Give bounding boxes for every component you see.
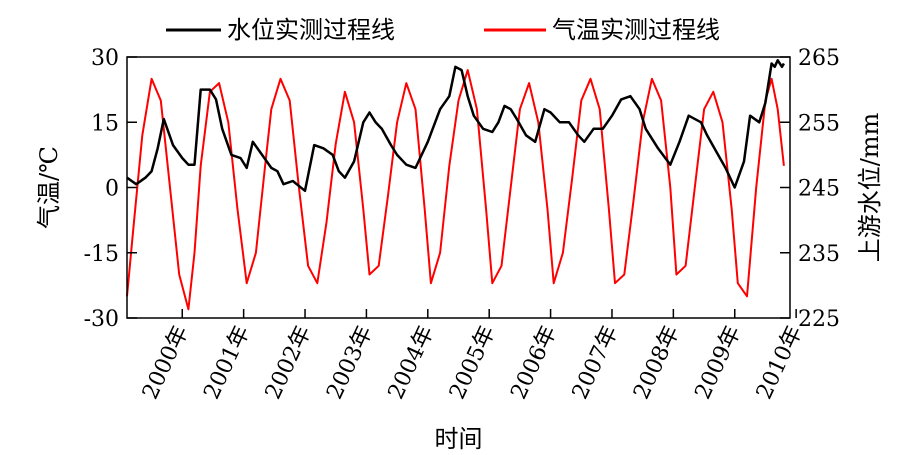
left-y-tick-label: -15 — [84, 242, 119, 267]
x-axis-title: 时间 — [435, 425, 483, 453]
plot-area — [126, 59, 785, 311]
x-tick-label: 2008年 — [629, 322, 685, 403]
right-y-axis-title: 上游水位/mm — [856, 112, 884, 262]
left-y-axis-title: 气温/℃ — [35, 146, 63, 229]
x-tick-label: 2010年 — [752, 322, 808, 403]
x-tick-label: 2001年 — [199, 322, 255, 403]
legend-label-water-level: 水位实测过程线 — [227, 16, 395, 44]
right-y-tick-label: 245 — [798, 177, 840, 202]
legend: 水位实测过程线 气温实测过程线 — [166, 16, 720, 44]
x-tick-label: 2005年 — [445, 322, 501, 403]
series-line-water-level — [126, 59, 785, 193]
x-tick-label: 2009年 — [691, 322, 747, 403]
x-tick-label: 2004年 — [384, 322, 440, 403]
x-tick-label: 2002年 — [261, 322, 317, 403]
legend-label-temperature: 气温实测过程线 — [552, 16, 720, 44]
x-tick-label: 2007年 — [568, 322, 624, 403]
plot-frame — [126, 56, 791, 319]
x-tick-label: 2003年 — [322, 322, 378, 403]
x-tick-label: 2000年 — [138, 322, 194, 403]
right-y-tick-label: 235 — [798, 242, 840, 267]
right-y-axis: 265 255 245 235 225 — [780, 46, 840, 332]
x-tick-label: 2006年 — [506, 322, 562, 403]
right-y-tick-label: 225 — [798, 307, 840, 332]
left-y-tick-label: -30 — [84, 307, 119, 332]
right-y-tick-label: 265 — [798, 46, 840, 71]
left-y-tick-label: 30 — [91, 46, 119, 71]
left-y-axis: 30 15 0 -15 -30 — [84, 46, 137, 332]
x-axis: 2000年 2001年 2002年 2003年 2004年 2005年 2006年 2007年… — [138, 309, 808, 403]
left-y-tick-label: 0 — [105, 177, 119, 202]
series-line-temperature — [126, 69, 785, 311]
left-y-tick-label: 15 — [91, 111, 119, 136]
right-y-tick-label: 255 — [798, 111, 840, 136]
